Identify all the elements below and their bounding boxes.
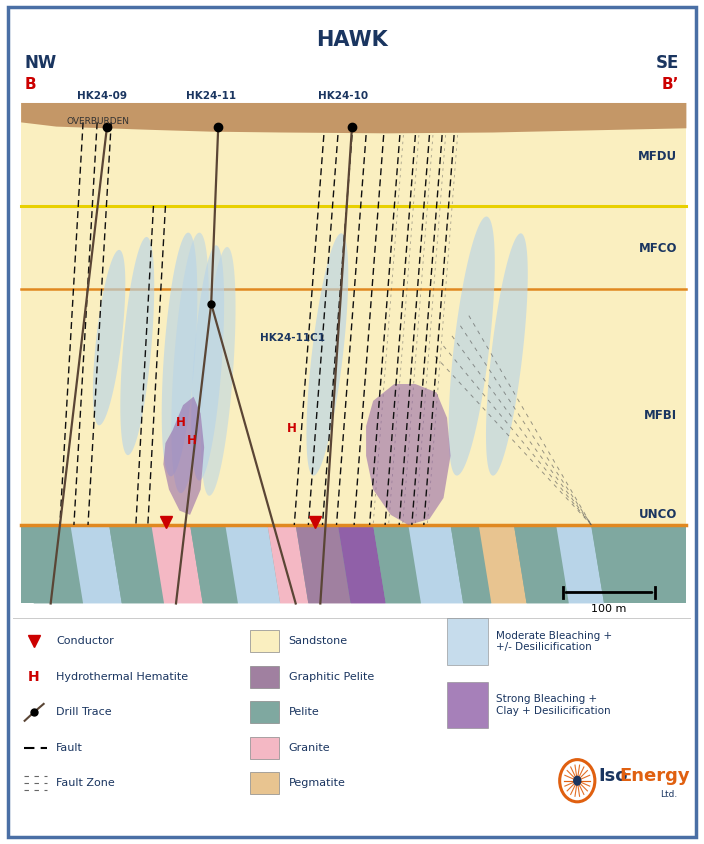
Polygon shape bbox=[21, 103, 686, 133]
Bar bbox=[21, 103, 686, 603]
Bar bbox=[447, 681, 488, 728]
Text: Pelite: Pelite bbox=[289, 707, 320, 717]
Text: Hydrothermal Hematite: Hydrothermal Hematite bbox=[56, 672, 189, 682]
Text: NW: NW bbox=[25, 54, 57, 73]
Text: 100 m: 100 m bbox=[591, 604, 627, 614]
Text: MFBI: MFBI bbox=[644, 408, 677, 422]
Text: MFDU: MFDU bbox=[638, 150, 677, 164]
Text: UNCO: UNCO bbox=[639, 508, 677, 522]
Polygon shape bbox=[366, 384, 451, 525]
Polygon shape bbox=[163, 397, 204, 515]
Text: H: H bbox=[176, 415, 186, 429]
Text: Strong Bleaching +
Clay + Desilicification: Strong Bleaching + Clay + Desilicificati… bbox=[496, 694, 611, 716]
Polygon shape bbox=[120, 237, 154, 455]
Text: B: B bbox=[25, 77, 37, 92]
Text: Fault Zone: Fault Zone bbox=[56, 778, 115, 788]
Bar bbox=[250, 701, 279, 723]
Bar bbox=[250, 772, 279, 794]
Text: Fault: Fault bbox=[56, 743, 83, 753]
Text: OVERBURDEN: OVERBURDEN bbox=[67, 117, 130, 126]
Text: HK24-09: HK24-09 bbox=[77, 91, 127, 101]
Polygon shape bbox=[93, 250, 125, 425]
Polygon shape bbox=[451, 525, 491, 603]
Polygon shape bbox=[109, 525, 164, 603]
Polygon shape bbox=[556, 525, 604, 603]
Text: HK24-10: HK24-10 bbox=[318, 91, 369, 101]
Text: SE: SE bbox=[656, 54, 679, 73]
Text: HK24-11: HK24-11 bbox=[186, 91, 237, 101]
Text: Drill Trace: Drill Trace bbox=[56, 707, 112, 717]
Bar bbox=[250, 666, 279, 688]
Text: Graphitic Pelite: Graphitic Pelite bbox=[289, 672, 374, 682]
FancyBboxPatch shape bbox=[8, 7, 696, 837]
Text: HAWK: HAWK bbox=[316, 30, 388, 50]
Polygon shape bbox=[514, 525, 569, 603]
Bar bbox=[250, 737, 279, 759]
Polygon shape bbox=[296, 525, 351, 603]
Text: HK24-11C1: HK24-11C1 bbox=[260, 333, 325, 343]
Text: Conductor: Conductor bbox=[56, 636, 114, 647]
Text: Ltd.: Ltd. bbox=[660, 790, 677, 798]
Text: B’: B’ bbox=[662, 77, 679, 92]
Bar bbox=[13, 618, 691, 619]
Bar bbox=[250, 630, 279, 652]
Polygon shape bbox=[486, 233, 528, 476]
Text: Moderate Bleaching +
+/- Desilicification: Moderate Bleaching + +/- Desilicificatio… bbox=[496, 630, 612, 652]
Polygon shape bbox=[225, 525, 280, 603]
Bar bbox=[13, 622, 691, 831]
Text: Sandstone: Sandstone bbox=[289, 636, 348, 647]
Bar bbox=[447, 618, 488, 665]
Polygon shape bbox=[151, 525, 203, 603]
Text: Iso: Iso bbox=[598, 767, 628, 786]
Text: H: H bbox=[187, 434, 196, 447]
Polygon shape bbox=[190, 525, 238, 603]
Polygon shape bbox=[191, 246, 224, 480]
Polygon shape bbox=[338, 525, 386, 603]
Polygon shape bbox=[373, 525, 421, 603]
Polygon shape bbox=[448, 216, 495, 475]
Bar bbox=[21, 525, 686, 603]
Polygon shape bbox=[70, 525, 122, 603]
Text: Pegmatite: Pegmatite bbox=[289, 778, 346, 788]
Circle shape bbox=[573, 776, 582, 786]
Polygon shape bbox=[171, 233, 209, 493]
Text: H: H bbox=[28, 670, 39, 684]
Polygon shape bbox=[408, 525, 463, 603]
Polygon shape bbox=[268, 525, 308, 603]
Polygon shape bbox=[479, 525, 527, 603]
Polygon shape bbox=[591, 525, 686, 603]
Polygon shape bbox=[306, 233, 348, 476]
Polygon shape bbox=[21, 525, 83, 603]
Text: H: H bbox=[287, 422, 297, 436]
Text: MFCO: MFCO bbox=[639, 241, 677, 255]
Text: Energy: Energy bbox=[620, 767, 690, 786]
Polygon shape bbox=[162, 233, 197, 476]
Text: Granite: Granite bbox=[289, 743, 330, 753]
Polygon shape bbox=[201, 247, 236, 495]
